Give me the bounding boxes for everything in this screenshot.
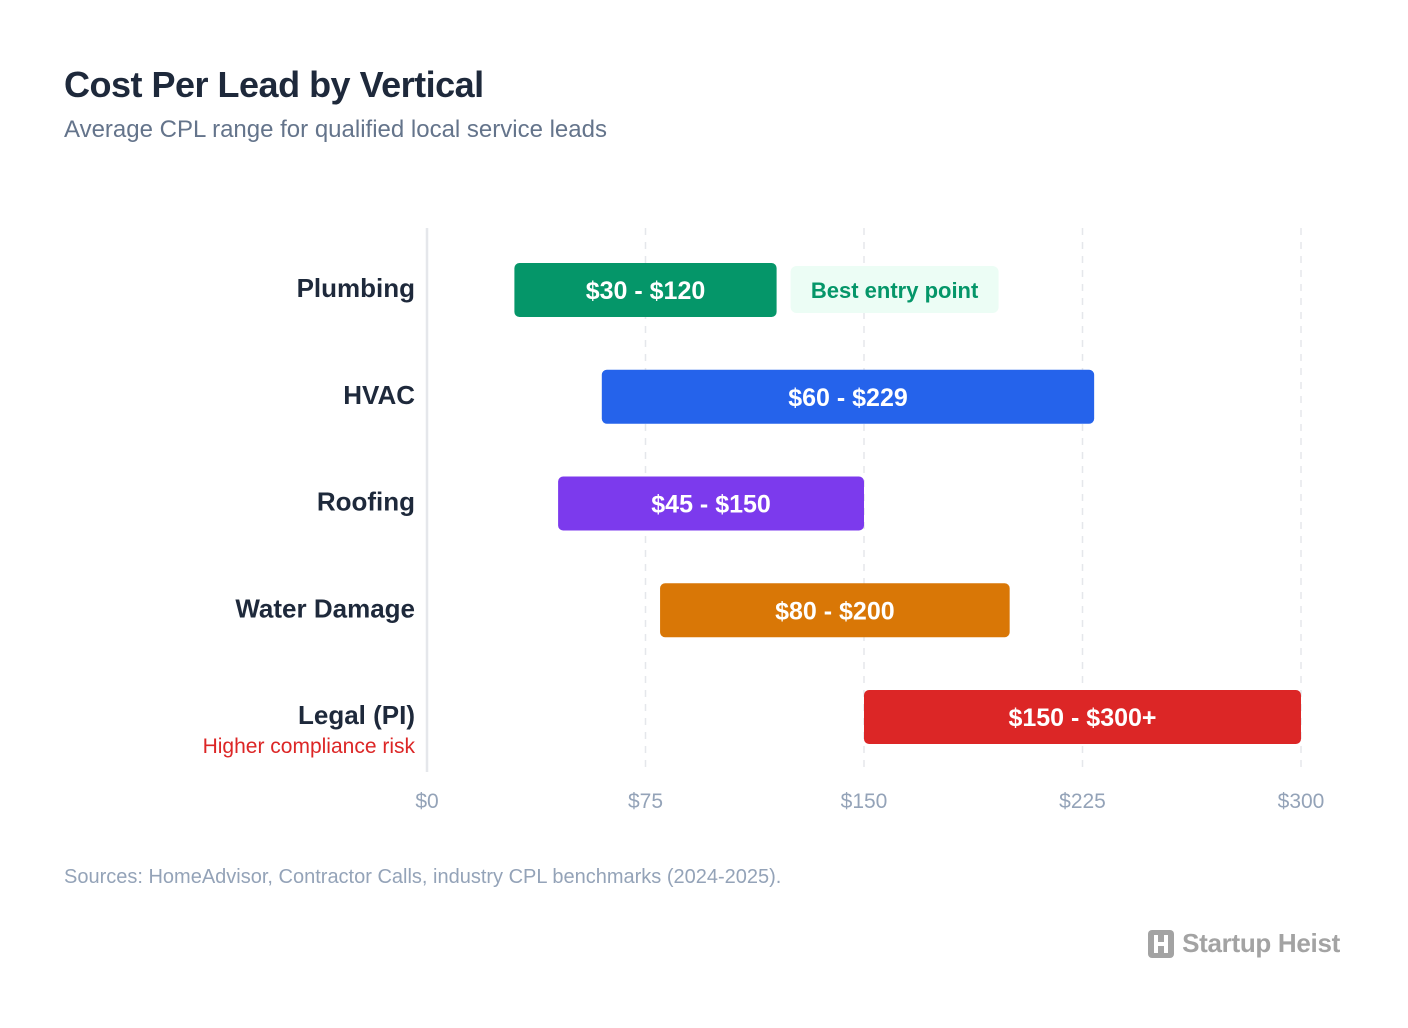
bar-value-label: $60 - $229 (788, 384, 908, 412)
category-label: Plumbing (297, 273, 415, 303)
category-label: Roofing (317, 487, 415, 517)
brand-name: Startup Heist (1182, 928, 1340, 958)
range-bar (864, 690, 1301, 744)
brand-logo: Startup Heist (1148, 928, 1340, 959)
annotation-badge (790, 266, 999, 313)
x-tick-label: $75 (628, 790, 663, 813)
x-tick-label: $225 (1059, 790, 1106, 813)
building-h-icon (1148, 929, 1175, 958)
category-label: Legal (PI) (298, 700, 415, 730)
chart-subtitle: Average CPL range for qualified local se… (64, 116, 607, 143)
category-label: HVAC (343, 380, 415, 410)
category-label: Water Damage (235, 593, 415, 623)
x-tick-label: $0 (415, 790, 438, 813)
bar-value-label: $150 - $300+ (1008, 704, 1156, 732)
range-bar (601, 369, 1095, 424)
bar-value-label: $45 - $150 (651, 491, 771, 519)
x-tick-label: $300 (1278, 790, 1325, 813)
bar-value-label: $80 - $200 (775, 597, 895, 625)
range-bar (660, 583, 1010, 638)
range-bar (558, 476, 864, 531)
range-bar (514, 263, 777, 317)
chart-title: Cost Per Lead by Vertical (64, 64, 484, 105)
source-note: Sources: HomeAdvisor, Contractor Calls, … (64, 866, 782, 888)
bar-value-label: $30 - $120 (586, 277, 706, 305)
risk-note: Higher compliance risk (203, 735, 416, 758)
x-tick-label: $150 (841, 790, 888, 813)
annotation-label: Best entry point (811, 278, 979, 303)
